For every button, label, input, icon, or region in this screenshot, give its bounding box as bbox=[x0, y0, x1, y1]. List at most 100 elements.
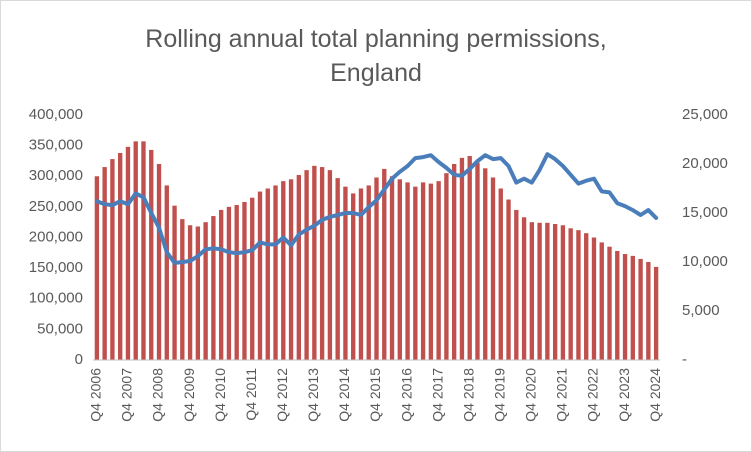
x-tick-label: Q4 2006 bbox=[88, 368, 104, 422]
y-tick-label: 0 bbox=[75, 351, 83, 368]
bar bbox=[118, 152, 123, 360]
bar bbox=[420, 182, 426, 360]
bar bbox=[327, 170, 333, 360]
x-tick-label: Q4 2008 bbox=[150, 368, 166, 422]
y-tick-label: 100,000 bbox=[29, 290, 83, 307]
bar bbox=[389, 176, 395, 360]
bar bbox=[568, 228, 573, 360]
x-tick-label: Q4 2010 bbox=[212, 368, 228, 422]
bar bbox=[234, 205, 239, 360]
y2-tick-label: 5,000 bbox=[682, 302, 720, 319]
bar bbox=[467, 156, 472, 360]
y2-tick-label: 25,000 bbox=[682, 106, 728, 123]
x-tick-label: Q4 2011 bbox=[243, 368, 259, 421]
bar bbox=[94, 176, 100, 360]
bar bbox=[366, 185, 371, 360]
bar bbox=[560, 225, 566, 360]
x-tick-label: Q4 2021 bbox=[554, 368, 570, 422]
x-tick-label: Q4 2024 bbox=[647, 368, 663, 422]
bar bbox=[483, 168, 488, 360]
bar bbox=[180, 219, 185, 360]
bar bbox=[133, 141, 138, 360]
y-tick-label: 200,000 bbox=[29, 228, 83, 245]
x-tick-label: Q4 2012 bbox=[274, 368, 290, 422]
x-tick-label: Q4 2018 bbox=[460, 368, 476, 422]
bar bbox=[622, 254, 628, 360]
bar bbox=[646, 262, 651, 360]
bar bbox=[164, 185, 169, 360]
bar bbox=[110, 159, 115, 360]
bar bbox=[335, 178, 340, 360]
bar bbox=[514, 209, 519, 360]
bar bbox=[273, 185, 278, 360]
bar bbox=[374, 177, 379, 360]
bar bbox=[428, 183, 434, 360]
bar bbox=[257, 191, 263, 360]
bar bbox=[498, 188, 503, 360]
bar bbox=[195, 226, 201, 360]
bar bbox=[591, 237, 597, 360]
bar bbox=[242, 201, 247, 360]
x-tick-label: Q4 2014 bbox=[336, 368, 352, 422]
y2-tick-label: - bbox=[682, 351, 687, 368]
y-tick-label: 50,000 bbox=[37, 320, 83, 337]
bar bbox=[545, 222, 550, 360]
bar bbox=[413, 186, 418, 360]
x-tick-label: Q4 2015 bbox=[367, 368, 383, 422]
x-tick-label: Q4 2017 bbox=[429, 368, 445, 422]
bar bbox=[125, 146, 131, 360]
bar bbox=[444, 173, 449, 360]
x-tick-label: Q4 2009 bbox=[181, 368, 197, 422]
bar bbox=[537, 222, 542, 360]
bar bbox=[358, 188, 364, 360]
bar bbox=[351, 193, 356, 360]
bar bbox=[288, 179, 294, 360]
x-tick-label: Q4 2023 bbox=[616, 368, 632, 422]
bar bbox=[584, 233, 589, 360]
bar bbox=[141, 141, 146, 360]
bar bbox=[218, 209, 224, 360]
y2-tick-label: 20,000 bbox=[682, 155, 728, 172]
y2-tick-label: 10,000 bbox=[682, 253, 728, 270]
bar bbox=[638, 258, 643, 360]
bar bbox=[211, 216, 216, 360]
bar bbox=[607, 246, 612, 360]
bar bbox=[397, 179, 402, 360]
bar bbox=[615, 250, 620, 360]
x-tick-label: Q4 2013 bbox=[305, 368, 321, 422]
bar bbox=[312, 165, 317, 360]
x-tick-label: Q4 2022 bbox=[585, 368, 601, 422]
bar bbox=[451, 164, 457, 360]
bar bbox=[149, 149, 154, 360]
bar bbox=[529, 222, 535, 360]
bar bbox=[653, 266, 659, 360]
bar bbox=[319, 167, 325, 360]
y-tick-label: 300,000 bbox=[29, 167, 83, 184]
bar bbox=[172, 205, 177, 360]
bar bbox=[405, 182, 410, 360]
bar bbox=[576, 230, 581, 360]
y2-tick-label: 15,000 bbox=[682, 204, 728, 221]
bar bbox=[187, 225, 193, 360]
bar bbox=[490, 177, 496, 360]
bar bbox=[521, 217, 527, 360]
x-tick-label: Q4 2020 bbox=[523, 368, 539, 422]
bar bbox=[304, 170, 309, 360]
bar bbox=[475, 162, 480, 360]
bar bbox=[250, 197, 255, 360]
bar bbox=[506, 199, 511, 360]
line bbox=[94, 152, 659, 265]
bar bbox=[343, 186, 348, 360]
y-tick-label: 350,000 bbox=[29, 137, 83, 154]
y-tick-label: 250,000 bbox=[29, 198, 83, 215]
bar bbox=[226, 206, 232, 360]
bar bbox=[265, 188, 270, 360]
bar bbox=[281, 181, 286, 360]
bar bbox=[459, 157, 465, 360]
bar bbox=[630, 255, 635, 360]
x-tick-label: Q4 2007 bbox=[119, 368, 135, 422]
bar bbox=[552, 224, 558, 360]
y-tick-label: 150,000 bbox=[29, 259, 83, 276]
